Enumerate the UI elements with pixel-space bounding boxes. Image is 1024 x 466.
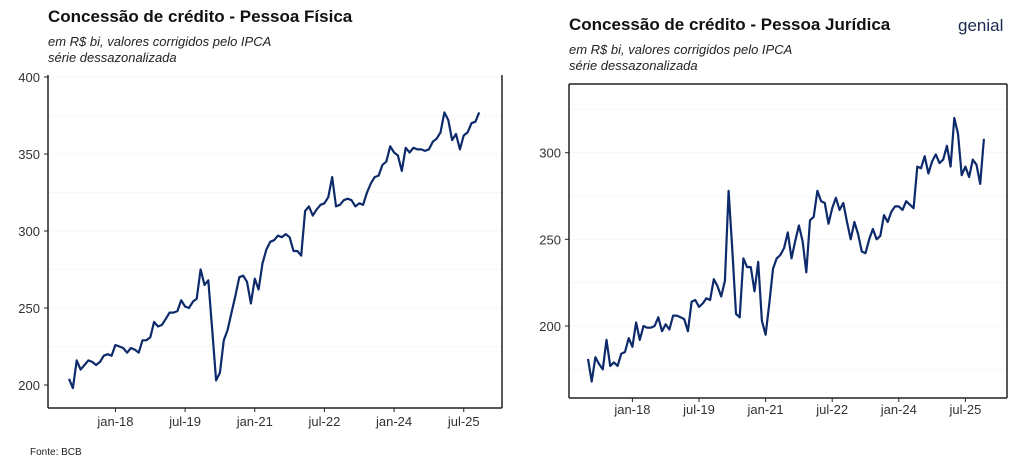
x-tick-label: jul-22 (308, 414, 341, 429)
x-tick-label: jan-24 (880, 402, 917, 417)
chart-subtitle-pf-2: série dessazonalizada (48, 50, 177, 65)
genial-logo: genial (958, 16, 1003, 35)
x-tick-label: jan-18 (613, 402, 650, 417)
chart-title-pf: Concessão de crédito - Pessoa Física (48, 7, 353, 26)
chart-subtitle-pj-1: em R$ bi, valores corrigidos pelo IPCA (569, 42, 792, 57)
x-tick-label: jan-21 (747, 402, 784, 417)
x-tick-label: jan-21 (236, 414, 273, 429)
x-tick-label: jan-24 (375, 414, 412, 429)
chart-pessoa-juridica: 200 250 300 jan-18 jul-19 jan-21 jul-22 jan-24 j… (539, 83, 1008, 417)
x-tick-label: jul-19 (168, 414, 201, 429)
chart-pessoa-fisica: 200 250 300 350 400 jan-18 jul-19 jan-21 jul-22 j… (18, 70, 503, 429)
series-line (67, 111, 481, 390)
y-tick-label: 300 (539, 146, 561, 161)
y-tick-label: 300 (18, 224, 40, 239)
y-tick-label: 200 (539, 319, 561, 334)
y-tick-label: 400 (18, 70, 40, 85)
x-tick-label: jul-25 (447, 414, 480, 429)
series-line (586, 116, 985, 383)
y-tick-label: 250 (539, 232, 561, 247)
chart-subtitle-pf-1: em R$ bi, valores corrigidos pelo IPCA (48, 34, 271, 49)
x-tick-label: jul-25 (949, 402, 982, 417)
y-tick-label: 250 (18, 301, 40, 316)
x-tick-label: jul-19 (682, 402, 715, 417)
source-note: Fonte: BCB (30, 447, 82, 458)
y-tick-label: 350 (18, 147, 40, 162)
x-tick-label: jan-18 (96, 414, 133, 429)
x-tick-label: jul-22 (815, 402, 848, 417)
y-tick-label: 200 (18, 378, 40, 393)
chart-title-pj: Concessão de crédito - Pessoa Jurídica (569, 15, 891, 34)
chart-subtitle-pj-2: série dessazonalizada (569, 58, 698, 73)
